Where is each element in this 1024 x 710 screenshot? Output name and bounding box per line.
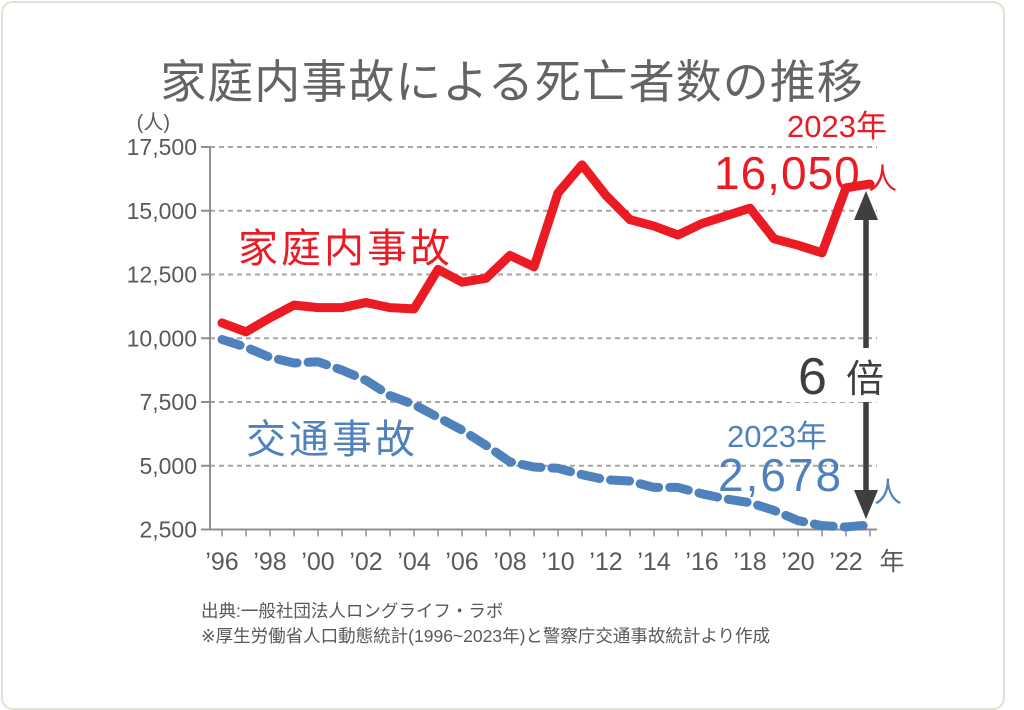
source-line-2: ※厚生労働省人口動態統計(1996~2023年)と警察庁交通事故統計より作成 [201,626,771,646]
x-tick-label: ’98 [253,548,286,576]
y-axis-unit-label: (人) [137,111,170,134]
x-tick-label: ’96 [205,548,238,576]
traffic-accident-2023-number: 2,678 [718,449,843,501]
y-tick-label: 2,500 [139,517,197,543]
home-accident-2023-unit: 人 [868,164,897,196]
x-tick-label: ’02 [349,548,382,576]
traffic-accident-line [217,335,875,532]
x-axis-suffix-label: 年 [879,548,904,576]
home-accident-2023-year-label: 2023年 [787,109,887,144]
traffic-accident-2023-unit: 人 [874,477,902,508]
axes [201,146,877,537]
x-tick-label: ’06 [445,548,478,576]
x-tick-label: ’22 [829,548,862,576]
traffic-accident-2023-year-label: 2023年 [727,419,827,454]
x-tick-label: ’04 [397,548,430,576]
y-tick-label: 17,500 [127,134,197,160]
chart-title: 家庭内事故による死亡者数の推移 [160,56,864,108]
source-line-1: 出典:一般社団法人ロングライフ・ラボ [201,601,504,621]
x-tick-label: ’18 [733,548,766,576]
x-tick-label: ’00 [301,548,334,576]
y-tick-label: 5,000 [139,453,197,479]
ratio-unit: 倍 [846,359,884,401]
x-tick-label: ’14 [637,548,670,576]
y-tick-label: 12,500 [127,262,197,288]
y-axis-labels: 2,500 5,000 7,500 10,000 12,500 15,000 17,500 [127,134,197,543]
x-tick-label: ’08 [493,548,526,576]
home-accident-line [217,160,875,337]
home-accident-2023-value: 16,050 人 [714,147,897,199]
x-tick-label: ’20 [781,548,814,576]
x-tick-label: ’12 [589,548,622,576]
traffic-accident-series-label: 交通事故 [246,418,418,462]
ratio-arrow-down-head [854,490,878,519]
ratio-label-backdrop [786,348,888,402]
y-tick-label: 10,000 [127,325,197,351]
home-accident-series-label: 家庭内事故 [238,227,453,271]
ratio-arrow-up-head [854,191,878,220]
source-note: 出典:一般社団法人ロングライフ・ラボ ※厚生労働省人口動態統計(1996~202… [201,599,770,649]
y-tick-label: 15,000 [127,198,197,224]
x-tick-label: ’10 [541,548,574,576]
data-series [217,160,875,532]
x-tick-label: ’16 [685,548,718,576]
x-axis-labels: ’96 ’98 ’00 ’02 ’04 ’06 ’08 ’10 ’12 ’14 ’16 ’18 ’20 ’… [205,548,904,576]
home-accident-2023-number: 16,050 [714,147,861,199]
y-tick-label: 7,500 [139,389,197,415]
ratio-number: 6 [798,348,827,406]
